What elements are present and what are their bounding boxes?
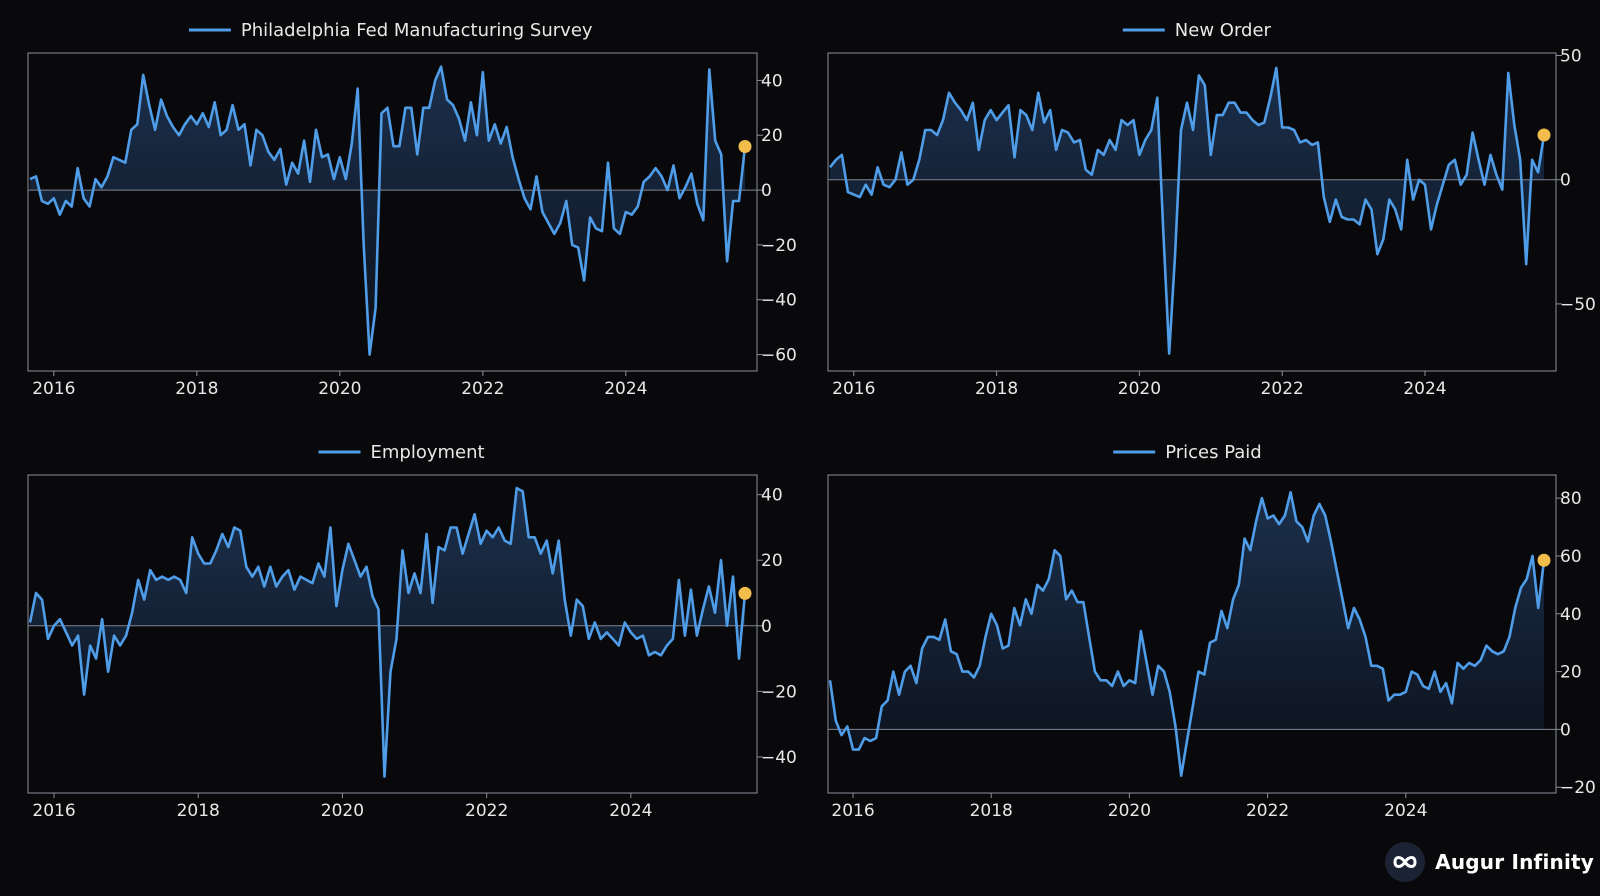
legend-label: Philadelphia Fed Manufacturing Survey xyxy=(241,20,593,41)
y-tick-label: 0 xyxy=(761,617,772,637)
x-tick-label: 2020 xyxy=(321,801,364,821)
legend-label: Employment xyxy=(371,442,485,463)
chart-3: 40 20 0 −20 −40 2016 2018 2020 2022 2024 Employmen… xyxy=(27,442,797,821)
y-tick-label: 20 xyxy=(1560,663,1582,683)
brand-logo: Augur Infinity xyxy=(1385,840,1594,884)
y-tick-label: 40 xyxy=(761,486,783,506)
x-tick-label: 2020 xyxy=(318,379,361,399)
plot-frame xyxy=(827,474,1557,794)
y-tick-label: 20 xyxy=(761,551,783,571)
series-area xyxy=(30,66,745,355)
y-tick-label: −40 xyxy=(761,291,797,311)
x-tick-label: 2016 xyxy=(832,379,875,399)
y-tick-label: 0 xyxy=(1560,720,1571,740)
x-tick-label: 2024 xyxy=(604,379,647,399)
y-tick-label: 40 xyxy=(1560,605,1582,625)
series-line xyxy=(29,65,747,356)
x-tick-label: 2016 xyxy=(32,379,75,399)
x-tick-label: 2018 xyxy=(970,801,1013,821)
series-line xyxy=(28,486,747,778)
y-tick-label: −50 xyxy=(1560,295,1596,315)
series-line xyxy=(828,491,1546,777)
series-area xyxy=(30,488,745,777)
series-area xyxy=(830,67,1544,354)
legend: Philadelphia Fed Manufacturing Survey xyxy=(188,20,593,41)
legend-label: New Order xyxy=(1175,20,1272,41)
last-value-marker xyxy=(738,139,752,153)
x-tick-label: 2022 xyxy=(1261,379,1304,399)
y-tick-label: 20 xyxy=(761,126,783,146)
x-tick-label: 2018 xyxy=(177,801,220,821)
legend: Employment xyxy=(318,442,485,463)
x-tick-label: 2020 xyxy=(1118,379,1161,399)
x-tick-label: 2024 xyxy=(609,801,652,821)
chart-4: 80 60 40 20 0 −20 2016 2018 2020 2022 2024 Prices P… xyxy=(827,442,1596,821)
x-tick-label: 2018 xyxy=(175,379,218,399)
x-tick-label: 2016 xyxy=(831,801,874,821)
x-tick-label: 2016 xyxy=(32,801,75,821)
y-tick-label: 0 xyxy=(1560,171,1571,191)
x-tick-label: 2024 xyxy=(1384,801,1427,821)
last-value-marker xyxy=(1537,128,1551,142)
x-tick-label: 2024 xyxy=(1403,379,1446,399)
y-tick-label: −20 xyxy=(761,682,797,702)
last-value-marker xyxy=(1537,553,1551,567)
chart-2: 50 0 −50 2016 2018 2020 2022 2024 New Order xyxy=(827,20,1596,399)
y-tick-label: 0 xyxy=(761,181,772,201)
legend: New Order xyxy=(1122,20,1272,41)
y-tick-label: 80 xyxy=(1560,489,1582,509)
y-tick-label: −20 xyxy=(761,236,797,256)
x-tick-label: 2018 xyxy=(975,379,1018,399)
y-tick-label: 50 xyxy=(1560,46,1582,66)
plot-frame xyxy=(27,52,758,372)
legend-label: Prices Paid xyxy=(1165,442,1262,463)
brand-name: Augur Infinity xyxy=(1435,850,1594,874)
x-tick-label: 2022 xyxy=(461,379,504,399)
x-tick-label: 2022 xyxy=(1246,801,1289,821)
chart-1: 40 20 0 −20 −40 −60 2016 2018 2020 2022 2024 Philad… xyxy=(27,20,797,399)
y-tick-label: 40 xyxy=(761,71,783,91)
x-tick-label: 2020 xyxy=(1108,801,1151,821)
infinity-icon xyxy=(1385,842,1426,882)
y-tick-label: 60 xyxy=(1560,547,1582,567)
plot-frame xyxy=(27,474,758,794)
y-tick-label: −40 xyxy=(761,748,797,768)
x-tick-label: 2022 xyxy=(465,801,508,821)
plot-frame xyxy=(827,52,1557,372)
legend: Prices Paid xyxy=(1113,442,1262,463)
series-line xyxy=(828,66,1546,355)
y-tick-label: −20 xyxy=(1560,778,1596,798)
last-value-marker xyxy=(738,586,752,600)
series-area xyxy=(830,492,1544,776)
y-tick-label: −60 xyxy=(761,346,797,366)
